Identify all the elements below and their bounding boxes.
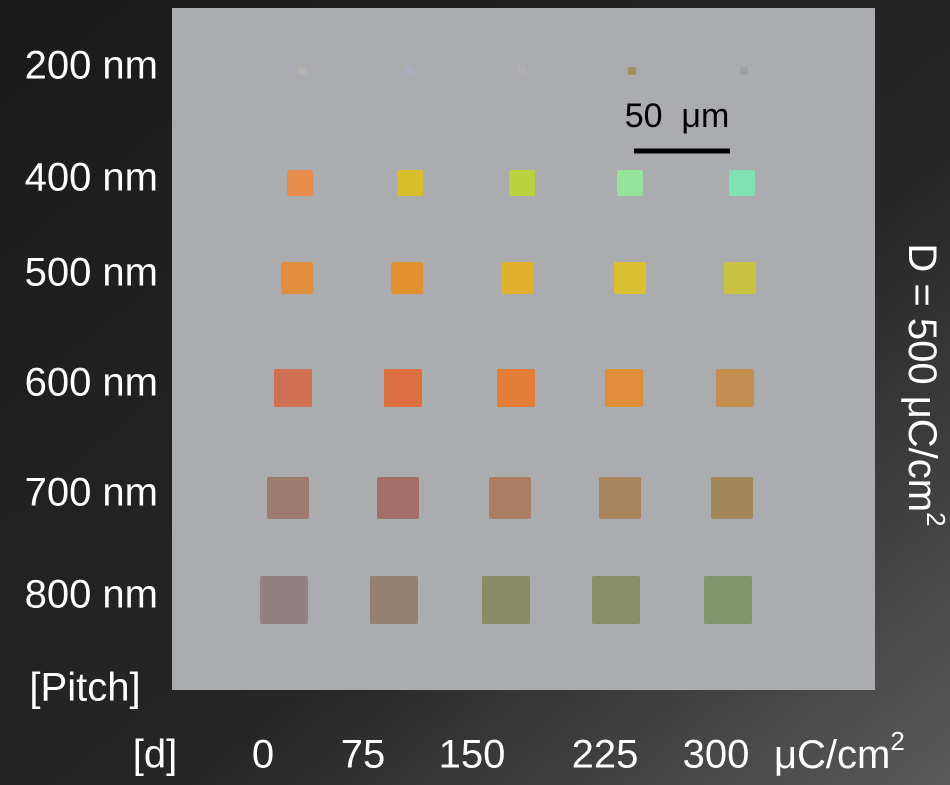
row-label: 400 nm (25, 156, 158, 200)
sample-square (497, 369, 535, 407)
row-label: 600 nm (25, 361, 158, 405)
column-unit-text: μC/cm (774, 733, 890, 777)
sample-square (509, 170, 535, 196)
row-label: 200 nm (25, 44, 158, 88)
sample-square (502, 262, 534, 294)
sample-square (281, 262, 313, 294)
sample-square (370, 576, 418, 624)
row-label: 500 nm (25, 251, 158, 295)
sample-square (489, 477, 531, 519)
sample-square (711, 477, 753, 519)
sample-square (592, 576, 640, 624)
sample-square (260, 576, 308, 624)
sample-square (267, 477, 309, 519)
page: 50 μm 200 nm 400 nm 500 nm 600 nm 700 nm 800 … (0, 0, 950, 785)
side-label: D = 500 μC/cm2 (900, 243, 950, 526)
sample-square (298, 67, 306, 75)
sample-square (518, 67, 526, 75)
sample-square (729, 170, 755, 196)
side-label-text: D = 500 μC/cm (900, 243, 944, 512)
column-unit: μC/cm2 (774, 726, 905, 777)
sample-square (274, 369, 312, 407)
column-unit-superscript: 2 (890, 726, 904, 756)
sample-square (605, 369, 643, 407)
scale-bar-label: 50 μm (625, 97, 730, 135)
sample-square (377, 477, 419, 519)
sample-square (724, 262, 756, 294)
sample-square (617, 170, 643, 196)
sample-square (628, 67, 636, 75)
side-label-superscript: 2 (921, 512, 950, 526)
column-label: 150 (439, 733, 506, 777)
sample-square (704, 576, 752, 624)
column-label: 225 (572, 733, 639, 777)
column-label: 75 (341, 733, 386, 777)
sample-square (287, 170, 313, 196)
column-label: 300 (683, 733, 750, 777)
sample-square (740, 67, 748, 75)
sample-square (397, 170, 423, 196)
sample-square (614, 262, 646, 294)
row-axis-label: [Pitch] (29, 666, 140, 710)
sample-square (384, 369, 422, 407)
column-label: 0 (252, 733, 274, 777)
column-axis-label: [d] (133, 733, 177, 777)
sample-square (599, 477, 641, 519)
sample-square (482, 576, 530, 624)
figure: 50 μm 200 nm 400 nm 500 nm 600 nm 700 nm 800 … (0, 0, 950, 785)
sample-square (716, 369, 754, 407)
row-label: 800 nm (25, 573, 158, 617)
sample-square (391, 262, 423, 294)
sample-square (406, 67, 414, 75)
row-label: 700 nm (25, 471, 158, 515)
